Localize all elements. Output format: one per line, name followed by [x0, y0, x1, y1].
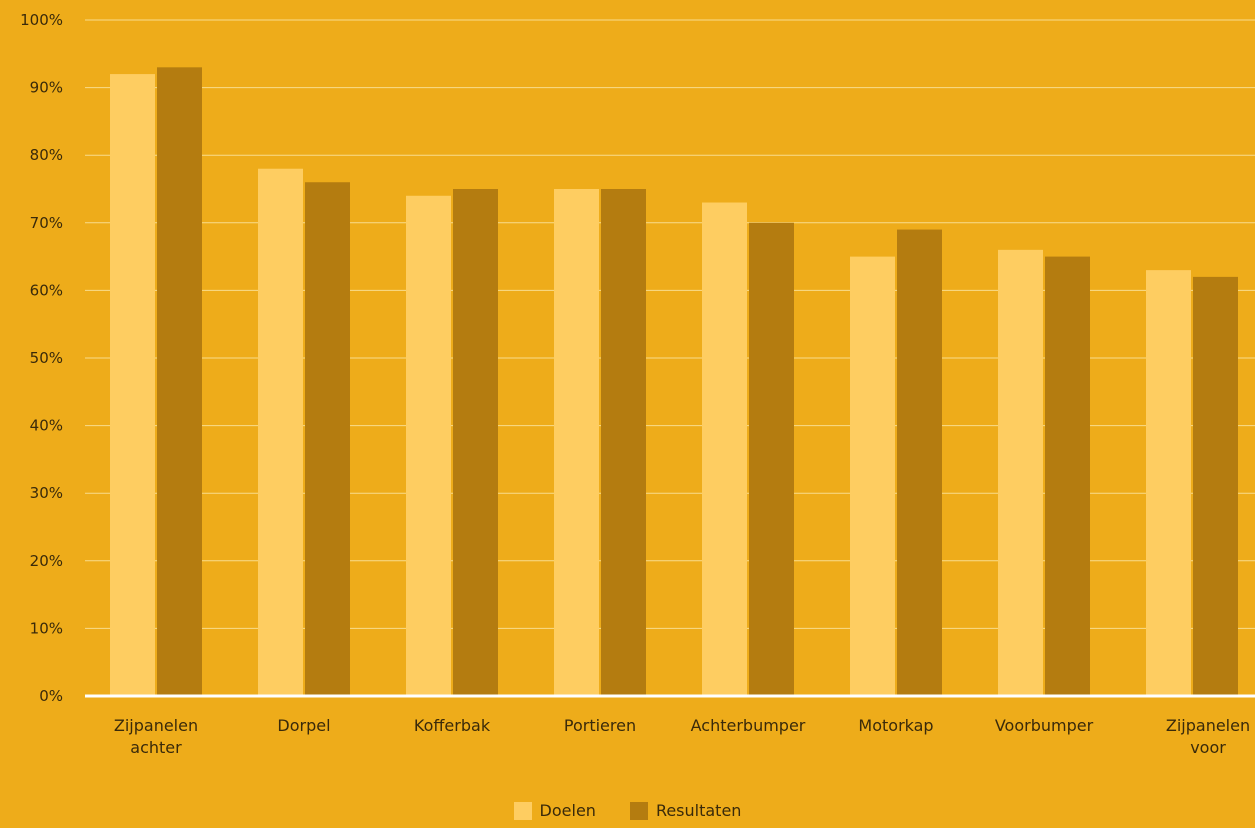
- legend-label-resultaten: Resultaten: [655, 801, 742, 820]
- x-tick-label: Motorkap: [858, 716, 933, 735]
- bar-resultaten: [601, 189, 646, 696]
- y-tick-label: 40%: [30, 417, 63, 435]
- y-tick-label: 0%: [39, 687, 63, 705]
- bar-resultaten: [1045, 256, 1090, 696]
- y-tick-label: 10%: [30, 619, 63, 637]
- legend-swatch-doelen: [513, 801, 532, 820]
- y-axis-ticks: 0% 10% 20% 30% 40% 50% 60% 70% 80% 90% 100%: [20, 11, 63, 705]
- bar-resultaten: [157, 67, 202, 696]
- x-axis-labels: Zijpanelen achter Dorpel Kofferbak Portieren…: [114, 716, 1250, 757]
- x-tick-label: Zijpanelen achter: [114, 716, 198, 757]
- bar-doelen: [406, 195, 451, 696]
- bar-resultaten: [305, 182, 350, 697]
- y-tick-label: 80%: [30, 146, 63, 164]
- x-tick-label: Voorbumper: [995, 716, 1094, 735]
- y-tick-label: 100%: [20, 11, 63, 29]
- bar-doelen: [110, 74, 155, 696]
- bar-doelen: [258, 168, 303, 697]
- x-tick-label: Portieren: [564, 716, 636, 735]
- y-tick-label: 50%: [30, 349, 63, 367]
- bar-doelen: [1146, 270, 1191, 696]
- y-tick-label: 60%: [30, 281, 63, 299]
- y-tick-label: 20%: [30, 552, 63, 570]
- bars: [85, 67, 1255, 698]
- x-tick-label: Dorpel: [277, 716, 330, 735]
- legend: Doelen Resultaten: [0, 798, 1255, 823]
- x-tick-label: Achterbumper: [691, 716, 806, 735]
- bar-doelen: [850, 256, 895, 696]
- x-tick-label: Zijpanelen voor: [1166, 716, 1250, 757]
- legend-label-doelen: Doelen: [539, 801, 596, 820]
- bar-doelen: [998, 249, 1043, 696]
- bar-resultaten: [749, 222, 794, 697]
- y-tick-label: 30%: [30, 484, 63, 502]
- legend-item-doelen: Doelen: [513, 801, 596, 820]
- x-tick-label: Kofferbak: [414, 716, 491, 735]
- y-tick-label: 90%: [30, 79, 63, 97]
- bar-doelen: [554, 189, 599, 696]
- bar-doelen: [702, 202, 747, 696]
- legend-item-resultaten: Resultaten: [629, 801, 742, 820]
- y-tick-label: 70%: [30, 214, 63, 232]
- legend-swatch-resultaten: [629, 801, 648, 820]
- bar-resultaten: [897, 229, 942, 696]
- bar-resultaten: [453, 189, 498, 696]
- bar-resultaten: [1193, 276, 1238, 696]
